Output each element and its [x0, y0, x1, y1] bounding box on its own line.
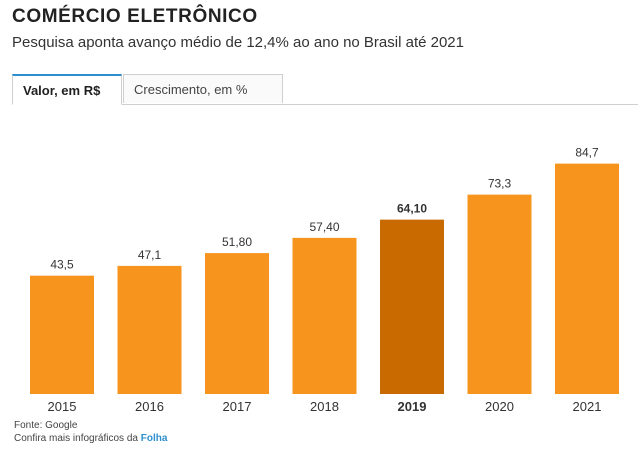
tab-crescimento[interactable]: Crescimento, em % [123, 74, 283, 103]
bar-2018[interactable] [292, 237, 357, 394]
value-label-2015: 43,5 [50, 258, 74, 272]
bar-2016[interactable] [117, 265, 182, 394]
chart-title: COMÉRCIO ELETRÔNICO [12, 6, 258, 27]
x-tick-label-2018: 2018 [310, 399, 339, 414]
more-infographics-note: Confira mais infográficos da Folha [14, 433, 167, 444]
bar-2017[interactable] [205, 253, 269, 394]
value-label-2016: 47,1 [138, 248, 162, 262]
value-label-2020: 73,3 [488, 177, 512, 191]
more-infographics-text: Confira mais infográficos da [14, 433, 141, 444]
bar-2020[interactable] [467, 194, 532, 394]
bar-2015[interactable] [30, 275, 94, 394]
bar-2019[interactable] [380, 219, 444, 394]
value-label-2019: 64,10 [397, 202, 427, 216]
x-tick-label-2015: 2015 [48, 399, 77, 414]
x-tick-label-2019: 2019 [398, 399, 427, 414]
x-tick-label-2021: 2021 [573, 399, 602, 414]
bar-chart: 43,5 2015 47,1 2016 51,80 2017 57,40 2018 64,10 2… [30, 146, 619, 414]
source-note: Fonte: Google [14, 420, 78, 431]
value-label-2018: 57,40 [309, 220, 339, 234]
folha-link[interactable]: Folha [140, 433, 168, 444]
chart-subtitle: Pesquisa aponta avanço médio de 12,4% ao… [12, 34, 464, 51]
x-tick-label-2020: 2020 [485, 399, 514, 414]
x-tick-label-2016: 2016 [135, 399, 164, 414]
value-label-2017: 51,80 [222, 235, 252, 249]
tab-valor[interactable]: Valor, em R$ [12, 74, 122, 105]
x-tick-label-2017: 2017 [223, 399, 252, 414]
bar-2021[interactable] [555, 163, 619, 394]
value-label-2021: 84,7 [575, 146, 599, 160]
tab-bar: Valor, em R$ Crescimento, em % [12, 74, 638, 105]
